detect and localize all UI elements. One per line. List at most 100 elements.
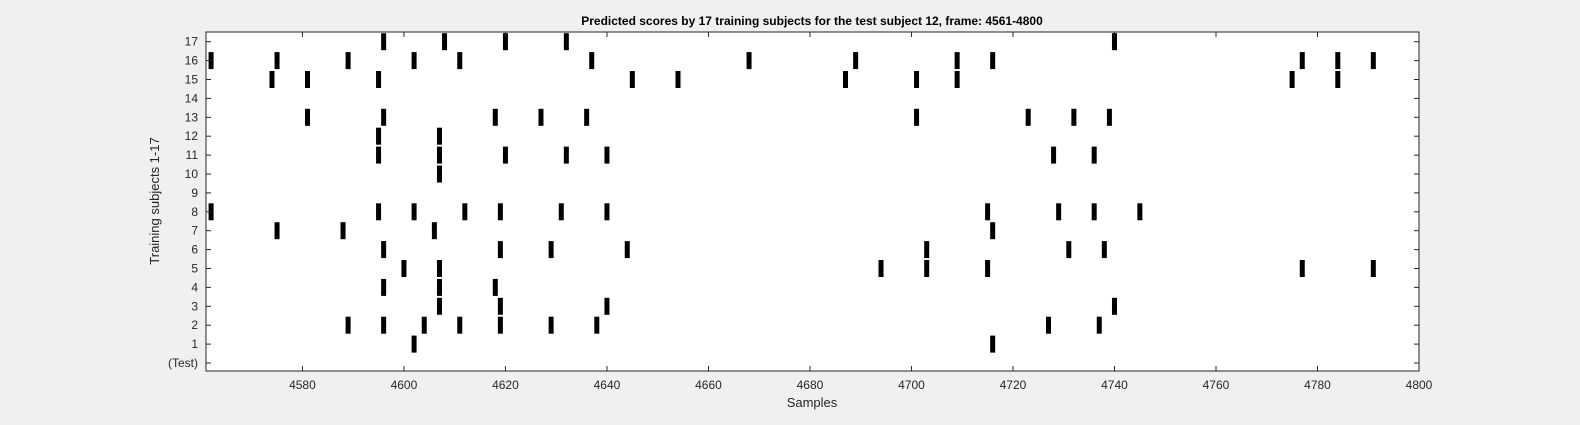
chart-marks <box>208 33 1376 353</box>
plot-area <box>205 31 1420 372</box>
score-mark <box>381 316 387 334</box>
score-mark <box>954 52 960 70</box>
score-mark <box>624 241 630 259</box>
y-tick-label: 11 <box>186 148 199 162</box>
score-mark <box>1091 146 1097 164</box>
x-tick-label: 4680 <box>797 378 824 392</box>
y-axis-label: Training subjects 1-17 <box>147 137 162 264</box>
score-mark <box>208 52 214 70</box>
score-mark <box>401 260 407 277</box>
score-mark <box>1106 108 1112 126</box>
y-tick-label: (Test) <box>168 356 198 370</box>
score-mark <box>1091 203 1097 221</box>
score-mark <box>274 52 280 70</box>
x-tick-label: 4720 <box>1000 378 1027 392</box>
score-mark <box>1111 33 1117 51</box>
y-tick-label: 14 <box>185 91 199 105</box>
score-mark <box>492 278 498 296</box>
score-mark <box>457 52 463 70</box>
chart-title: Predicted scores by 17 training subjects… <box>581 14 1043 28</box>
score-mark <box>411 52 417 70</box>
score-mark <box>538 108 544 126</box>
score-mark <box>1370 52 1376 70</box>
score-mark <box>381 241 387 259</box>
score-mark <box>1137 203 1143 221</box>
score-mark <box>305 71 311 88</box>
y-tick-label: 6 <box>191 243 198 257</box>
x-tick-label: 4580 <box>289 378 316 392</box>
x-tick-label: 4700 <box>898 378 925 392</box>
x-tick-label: 4600 <box>391 378 418 392</box>
score-mark <box>497 316 503 334</box>
y-tick-label: 13 <box>185 110 199 124</box>
score-mark <box>842 71 848 88</box>
x-tick-label: 4740 <box>1101 378 1128 392</box>
score-mark <box>985 203 991 221</box>
score-mark <box>436 165 442 183</box>
score-mark <box>558 203 564 221</box>
y-tick-label: 17 <box>185 35 199 49</box>
score-mark <box>1299 260 1305 277</box>
score-mark <box>274 222 280 240</box>
y-tick-label: 9 <box>191 186 198 200</box>
score-mark <box>497 203 503 221</box>
score-mark <box>1025 108 1031 126</box>
score-mark <box>589 52 595 70</box>
score-mark <box>411 203 417 221</box>
x-axis-label: Samples <box>787 395 838 410</box>
x-tick-label: 4800 <box>1406 378 1433 392</box>
score-mark <box>1370 260 1376 277</box>
score-mark <box>1046 316 1052 334</box>
score-mark <box>1071 108 1077 126</box>
score-mark <box>340 222 346 240</box>
score-mark <box>502 33 508 51</box>
score-mark <box>376 203 382 221</box>
score-mark <box>381 108 387 126</box>
x-tick-label: 4620 <box>492 378 519 392</box>
score-mark <box>548 316 554 334</box>
score-mark <box>462 203 468 221</box>
score-mark <box>924 241 930 259</box>
score-mark <box>594 316 600 334</box>
y-tick-label: 2 <box>191 318 198 332</box>
score-mark <box>421 316 427 334</box>
score-mark <box>675 71 681 88</box>
score-mark <box>345 316 351 334</box>
score-mark <box>584 108 590 126</box>
x-axis-ticks: 4580 4600 4620 4640 4660 4680 4700 4720 4740 4760… <box>289 32 1433 392</box>
score-mark <box>431 222 437 240</box>
score-mark <box>1066 241 1072 259</box>
score-mark <box>269 71 275 88</box>
score-mark <box>914 108 920 126</box>
score-mark <box>1299 52 1305 70</box>
score-mark <box>208 203 214 221</box>
score-mark <box>604 297 610 315</box>
x-tick-label: 4640 <box>594 378 621 392</box>
score-mark <box>954 71 960 88</box>
y-tick-label: 16 <box>185 54 199 68</box>
score-mark <box>1056 203 1062 221</box>
score-mark <box>1111 297 1117 315</box>
score-mark <box>563 33 569 51</box>
y-tick-label: 8 <box>191 205 198 219</box>
x-tick-label: 4780 <box>1304 378 1331 392</box>
y-tick-label: 15 <box>185 73 199 87</box>
score-mark <box>381 278 387 296</box>
score-mark <box>924 260 930 277</box>
score-mark <box>381 33 387 51</box>
y-tick-label: 4 <box>191 280 198 294</box>
score-mark <box>376 127 382 145</box>
score-mark <box>492 108 498 126</box>
score-mark <box>1335 52 1341 70</box>
score-mark <box>436 146 442 164</box>
score-mark <box>1101 241 1107 259</box>
score-mark <box>345 52 351 70</box>
y-tick-label: 5 <box>191 262 198 276</box>
score-mark <box>548 241 554 259</box>
score-mark <box>990 222 996 240</box>
score-mark <box>878 260 884 277</box>
y-tick-label: 7 <box>191 224 198 238</box>
score-mark <box>746 52 752 70</box>
